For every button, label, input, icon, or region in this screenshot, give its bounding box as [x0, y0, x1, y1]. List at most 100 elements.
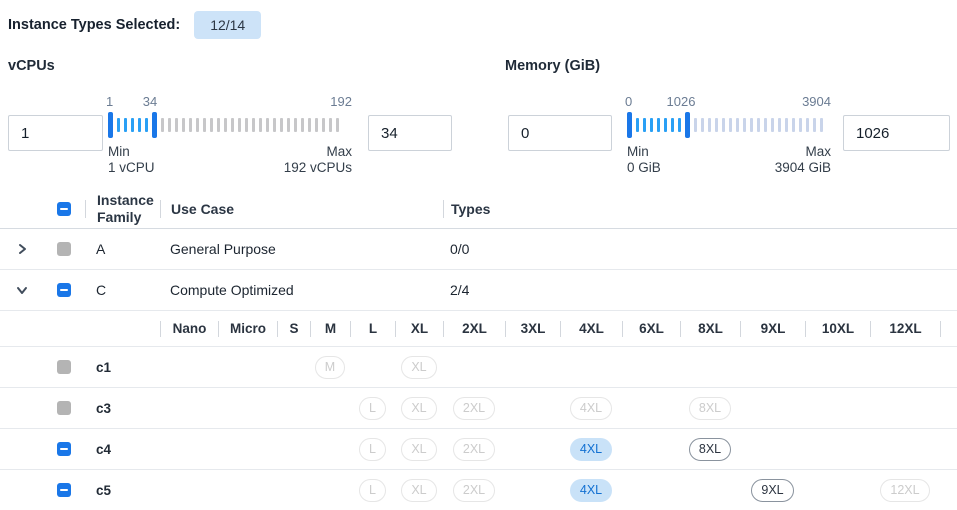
- family-name: A: [96, 241, 106, 257]
- slider-tick: [785, 118, 788, 132]
- column-separator: [443, 320, 444, 337]
- instance-row: c4 L XL 2XL 4XL 8XL: [0, 429, 957, 470]
- slider-tick: [322, 118, 325, 132]
- family-checkbox: [57, 242, 71, 256]
- select-all-checkbox[interactable]: [57, 202, 71, 216]
- size-column-header: 9XL: [760, 321, 786, 336]
- size-pill-4xl[interactable]: 4XL: [569, 478, 613, 502]
- slider-handle[interactable]: [685, 112, 690, 138]
- instance-checkbox[interactable]: [57, 483, 71, 497]
- slider-tick: [124, 118, 127, 132]
- memory-scale-end: 3904: [802, 94, 831, 109]
- types-count: 2/4: [450, 282, 470, 298]
- slider-tick: [336, 118, 339, 132]
- family-checkbox[interactable]: [57, 283, 71, 297]
- slider-tick: [671, 118, 674, 132]
- slider-tick: [708, 118, 711, 132]
- column-separator: [85, 200, 86, 218]
- column-separator: [218, 320, 219, 337]
- vcpus-max-caption: Max 192 vCPUs: [283, 144, 352, 176]
- slider-tick: [301, 118, 304, 132]
- vcpus-scale-handle-value: 34: [142, 94, 158, 109]
- expand-row-button[interactable]: [0, 229, 44, 269]
- size-pill-l: L: [359, 437, 386, 461]
- instance-checkbox: [57, 360, 71, 374]
- column-separator: [310, 320, 311, 337]
- slider-tick: [245, 118, 248, 132]
- slider-tick: [145, 118, 148, 132]
- instance-checkbox[interactable]: [57, 442, 71, 456]
- use-case-column-header: Use Case: [171, 201, 235, 217]
- size-pill-m: M: [314, 355, 346, 379]
- vcpus-min-caption: Min 1 vCPU: [108, 144, 155, 176]
- column-separator: [740, 320, 741, 337]
- size-column-header: S: [289, 321, 299, 336]
- slider-tick: [657, 118, 660, 132]
- instance-name: c1: [96, 359, 112, 375]
- size-column-header: 4XL: [579, 321, 604, 336]
- memory-max-input[interactable]: [843, 115, 950, 151]
- size-column-header: 8XL: [698, 321, 723, 336]
- chevron-right-icon: [19, 244, 26, 254]
- slider-tick: [259, 118, 262, 132]
- column-separator: [680, 320, 681, 337]
- size-pill-8xl[interactable]: 8XL: [688, 437, 732, 461]
- selection-summary: Instance Types Selected: 12/14: [8, 10, 262, 40]
- size-column-header: XL: [410, 321, 429, 336]
- slider-tick: [161, 118, 164, 132]
- size-pill-12xl: 12XL: [880, 478, 930, 502]
- column-separator: [870, 320, 871, 337]
- size-column-header: 12XL: [889, 321, 922, 336]
- slider-handle[interactable]: [108, 112, 113, 138]
- memory-min-input[interactable]: [508, 115, 612, 151]
- column-separator: [622, 320, 623, 337]
- column-separator: [940, 320, 941, 337]
- instance-name: c4: [96, 441, 112, 457]
- vcpus-max-input[interactable]: [368, 115, 452, 151]
- collapse-row-button[interactable]: [0, 270, 44, 310]
- slider-tick: [664, 118, 667, 132]
- slider-tick: [650, 118, 653, 132]
- slider-tick: [280, 118, 283, 132]
- vcpus-slider[interactable]: 1 34 192 Min 1 vCPU Max 192 vCPUs: [106, 94, 352, 177]
- column-separator: [160, 200, 161, 218]
- instance-name: c3: [96, 400, 112, 416]
- slider-tick: [138, 118, 141, 132]
- slider-tick: [722, 118, 725, 132]
- vcpus-scale-labels: 1 34 192: [106, 94, 352, 110]
- memory-scale-start: 0: [625, 94, 633, 109]
- slider-tick: [729, 118, 732, 132]
- slider-handle[interactable]: [627, 112, 632, 138]
- column-separator: [560, 320, 561, 337]
- vcpus-slider-track[interactable]: [108, 112, 352, 138]
- memory-max-caption: Max 3904 GiB: [774, 144, 831, 176]
- size-pill-xl: XL: [401, 437, 437, 461]
- size-pill-8xl: 8XL: [688, 396, 732, 420]
- size-pill-4xl[interactable]: 4XL: [569, 437, 613, 461]
- size-column-header: L: [368, 321, 378, 336]
- slider-tick: [168, 118, 171, 132]
- family-name: C: [96, 282, 107, 298]
- memory-slider-track[interactable]: [627, 112, 831, 138]
- slider-tick: [196, 118, 199, 132]
- slider-tick: [175, 118, 178, 132]
- slider-tick: [771, 118, 774, 132]
- size-pill-xl: XL: [401, 396, 437, 420]
- vcpus-min-input[interactable]: [8, 115, 103, 151]
- expand-column-header: [0, 190, 44, 228]
- slider-handle[interactable]: [152, 112, 157, 138]
- instance-family-table: Instance Family Use Case Types A General …: [0, 190, 957, 510]
- size-column-header: 6XL: [639, 321, 664, 336]
- memory-min-caption: Min 0 GiB: [627, 144, 661, 176]
- column-separator: [350, 320, 351, 337]
- family-row: C Compute Optimized 2/4: [0, 270, 957, 311]
- slider-tick: [287, 118, 290, 132]
- memory-slider[interactable]: 0 1026 3904 Min 0 GiB Max 3904 GiB: [625, 94, 831, 177]
- instance-row: c5 L XL 2XL 4XL 9XL 12XL: [0, 470, 957, 510]
- memory-title: Memory (GiB): [505, 58, 601, 74]
- size-pill-9xl[interactable]: 9XL: [751, 478, 794, 502]
- slider-tick: [750, 118, 753, 132]
- selection-summary-label: Instance Types Selected:: [8, 17, 181, 33]
- types-count: 0/0: [450, 241, 470, 257]
- slider-tick: [743, 118, 746, 132]
